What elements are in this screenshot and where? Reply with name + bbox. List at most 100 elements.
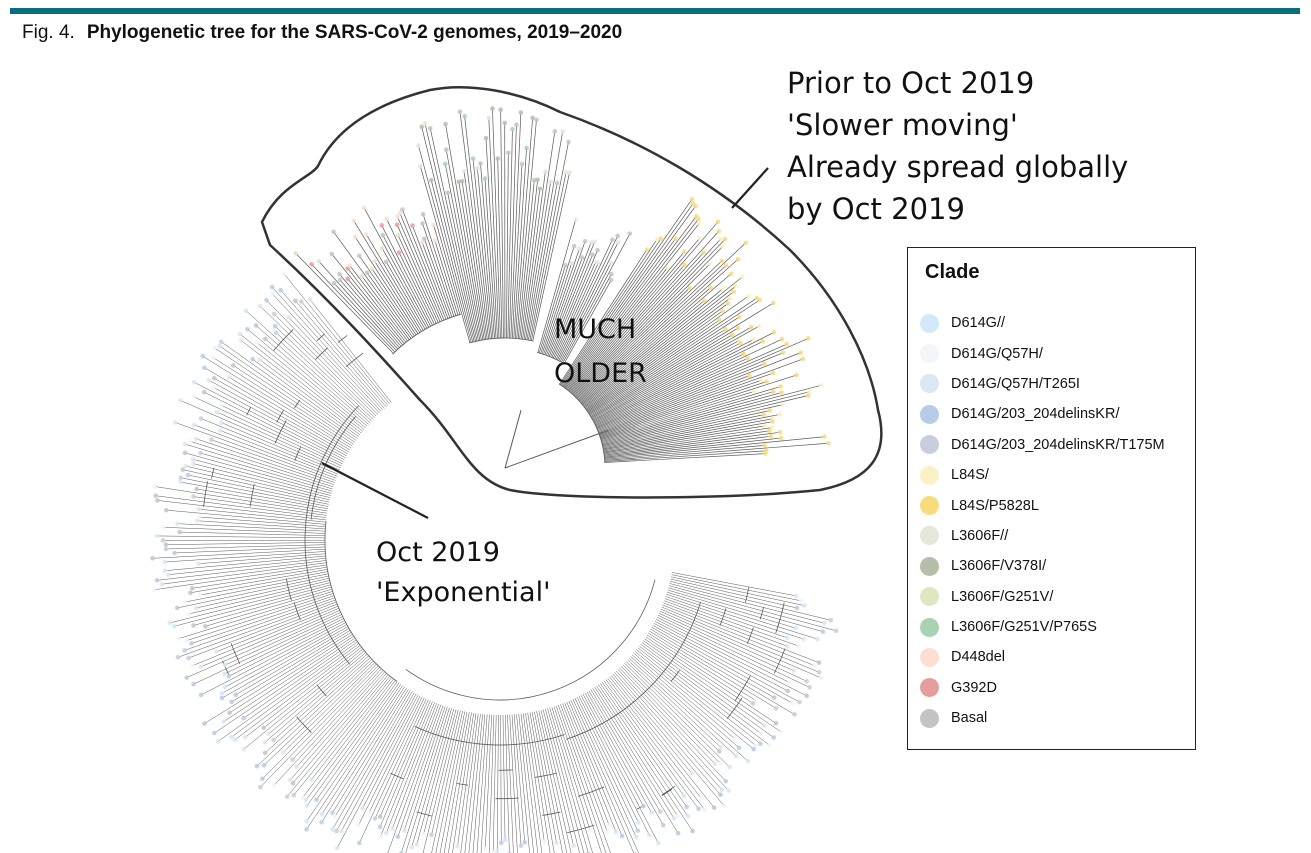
tree-tip [728, 271, 734, 276]
tree-branch [671, 576, 724, 589]
tree-branch [423, 238, 453, 318]
tree-tip [203, 623, 208, 629]
tree-branch [311, 398, 361, 436]
tree-tip [701, 298, 707, 303]
tree-branch [213, 387, 311, 440]
tree-tip [198, 692, 204, 698]
tree-branch [524, 767, 534, 853]
tree-tip [196, 561, 201, 567]
tree-branch [321, 750, 364, 815]
tree-branch [305, 724, 363, 801]
tree-branch [251, 504, 327, 516]
tree-branch [643, 689, 716, 764]
tree-branch [589, 749, 635, 853]
tree-branch [721, 593, 831, 621]
tree-branch [334, 341, 389, 406]
tree-tip [769, 425, 775, 430]
tree-branch [640, 644, 680, 674]
tree-branch [362, 667, 380, 686]
tree-branch [646, 634, 678, 656]
tree-branch [688, 707, 749, 762]
tree-branch [591, 334, 733, 418]
tree-branch [622, 664, 676, 719]
legend-label: D614G/Q57H/ [951, 345, 1043, 362]
tree-branch [596, 338, 809, 430]
tree-tip [689, 770, 694, 776]
tree-branch [652, 625, 726, 667]
tree-branch [532, 172, 570, 342]
legend-item: L84S/P5828L [920, 490, 1165, 520]
tree-tip [260, 776, 265, 782]
tree-branches [152, 108, 837, 853]
tree-branch [708, 579, 797, 597]
tree-tip [176, 636, 181, 641]
tree-branch [596, 343, 787, 429]
tree-branch [597, 352, 784, 431]
legend-swatch [920, 374, 939, 394]
tree-branch [422, 214, 457, 316]
tree-branch [576, 777, 602, 853]
tree-tip [615, 233, 620, 239]
tree-tip [372, 258, 377, 264]
tree-branch [540, 795, 551, 853]
tree-tip [773, 706, 779, 711]
tree-branch [497, 158, 503, 339]
tree-branch [266, 300, 328, 363]
tree-branch [588, 316, 740, 415]
legend-label: L3606F/G251V/P765S [951, 619, 1097, 636]
tree-branch [675, 718, 721, 764]
tree-branch [229, 664, 306, 713]
tree-branch [276, 332, 312, 365]
tree-branch [559, 249, 648, 385]
tree-tip [164, 507, 169, 513]
legend-item: D614G/203_204delinsKR/T175M [920, 430, 1165, 460]
tree-branch [372, 687, 407, 742]
tree-tip [675, 813, 680, 819]
legend-swatch [920, 647, 939, 667]
tree-tip [269, 291, 275, 296]
tree-arc [734, 675, 751, 702]
tree-branch [398, 252, 435, 325]
tree-tip [280, 749, 286, 755]
tree-branch [663, 602, 687, 613]
tree-branch [528, 182, 558, 341]
tree-tip [414, 842, 420, 847]
tree-branch [245, 694, 301, 738]
tree-branch [233, 365, 304, 412]
tree-branch [266, 484, 330, 501]
tree-branch [280, 542, 326, 544]
tree-tip [738, 340, 743, 346]
tree-tip [689, 196, 695, 202]
tree-branch [397, 731, 435, 837]
tree-arc [469, 337, 534, 344]
tree-branch [596, 685, 634, 743]
tree-tip [250, 356, 255, 362]
tree-tip [524, 145, 529, 151]
tree-tip [690, 828, 695, 834]
tree-tip [243, 308, 249, 313]
tree-branch [518, 713, 525, 768]
tree-tip [219, 420, 224, 425]
tree-tip [191, 461, 196, 466]
tree-tip [174, 605, 180, 611]
tree-tip [720, 286, 726, 292]
tree-branch [265, 612, 341, 647]
tree-tip [753, 743, 759, 748]
tree-branch [263, 695, 304, 729]
tree-branch [511, 163, 523, 339]
tree-branch [561, 199, 693, 387]
tree-tip [419, 240, 425, 245]
tree-branch [587, 297, 758, 413]
tree-tip [716, 228, 722, 234]
tree-tip [780, 350, 786, 355]
tree-branch [208, 379, 286, 423]
tree-tip [641, 803, 646, 809]
tree-tip [364, 270, 370, 275]
tree-tip [804, 693, 810, 699]
tree-branch [164, 562, 248, 571]
tree-tip [816, 669, 822, 675]
tree-branch [692, 686, 770, 746]
tree-branch [668, 587, 748, 611]
tree-tip [162, 568, 168, 573]
tree-branch [496, 747, 499, 852]
